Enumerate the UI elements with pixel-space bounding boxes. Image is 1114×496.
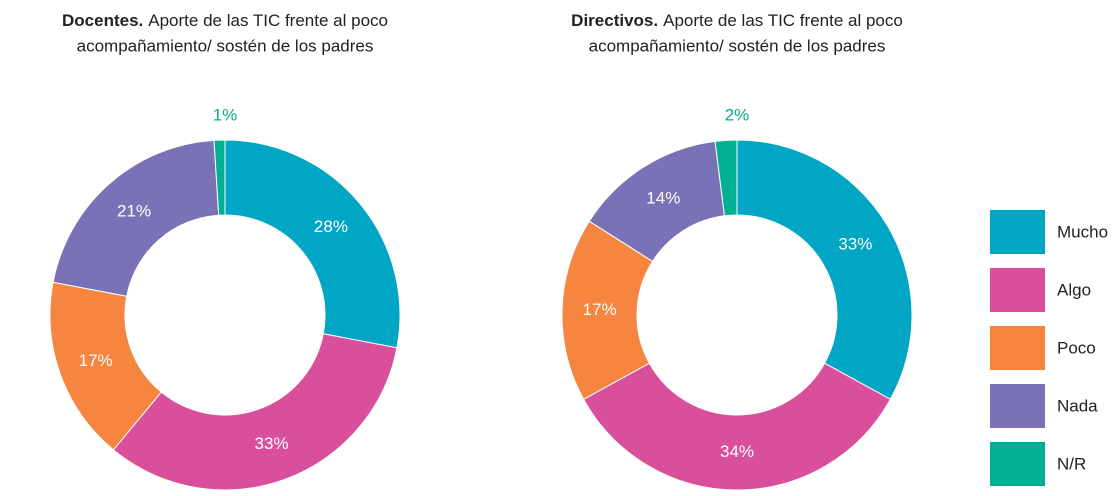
slice: Algo [582, 362, 892, 491]
legend-swatch [990, 210, 1045, 254]
data-label: 17% [79, 351, 113, 370]
legend-label: Algo [1057, 280, 1091, 299]
chart-title: Docentes. Aporte de las TIC frente al poc… [62, 11, 388, 30]
title-line: Aporte de las TIC frente al poco [148, 11, 388, 30]
legend-swatch [990, 442, 1045, 486]
data-label: 14% [646, 188, 680, 207]
legend-label: Mucho [1057, 222, 1108, 241]
legend-label: Poco [1057, 338, 1096, 357]
slice: Mucho [224, 139, 401, 349]
legend-swatch [990, 384, 1045, 428]
data-label: 33% [255, 434, 289, 453]
data-label: 34% [720, 442, 754, 461]
data-label: 1% [213, 105, 238, 124]
slice: Nada [52, 139, 220, 297]
slice: N/R [213, 139, 226, 216]
data-label: 28% [314, 217, 348, 236]
legend-swatch [990, 326, 1045, 370]
chart-title-line: acompañamiento/ sostén de los padres [77, 36, 374, 55]
data-label: 2% [725, 105, 750, 124]
data-label: 33% [838, 234, 872, 253]
data-label: 21% [117, 201, 151, 220]
slice: Mucho [736, 139, 913, 400]
title-bold: Directivos. [571, 11, 658, 30]
slice: Algo [112, 333, 398, 491]
title-bold: Docentes. [62, 11, 143, 30]
chart-title-line: acompañamiento/ sostén de los padres [589, 36, 886, 55]
slice: N/R [714, 139, 738, 217]
chart-title: Directivos. Aporte de las TIC frente al p… [571, 11, 903, 30]
title-line: Aporte de las TIC frente al poco [663, 11, 903, 30]
legend-label: N/R [1057, 454, 1086, 473]
legend-label: Nada [1057, 396, 1098, 415]
legend-swatch [990, 268, 1045, 312]
data-label: 17% [583, 300, 617, 319]
